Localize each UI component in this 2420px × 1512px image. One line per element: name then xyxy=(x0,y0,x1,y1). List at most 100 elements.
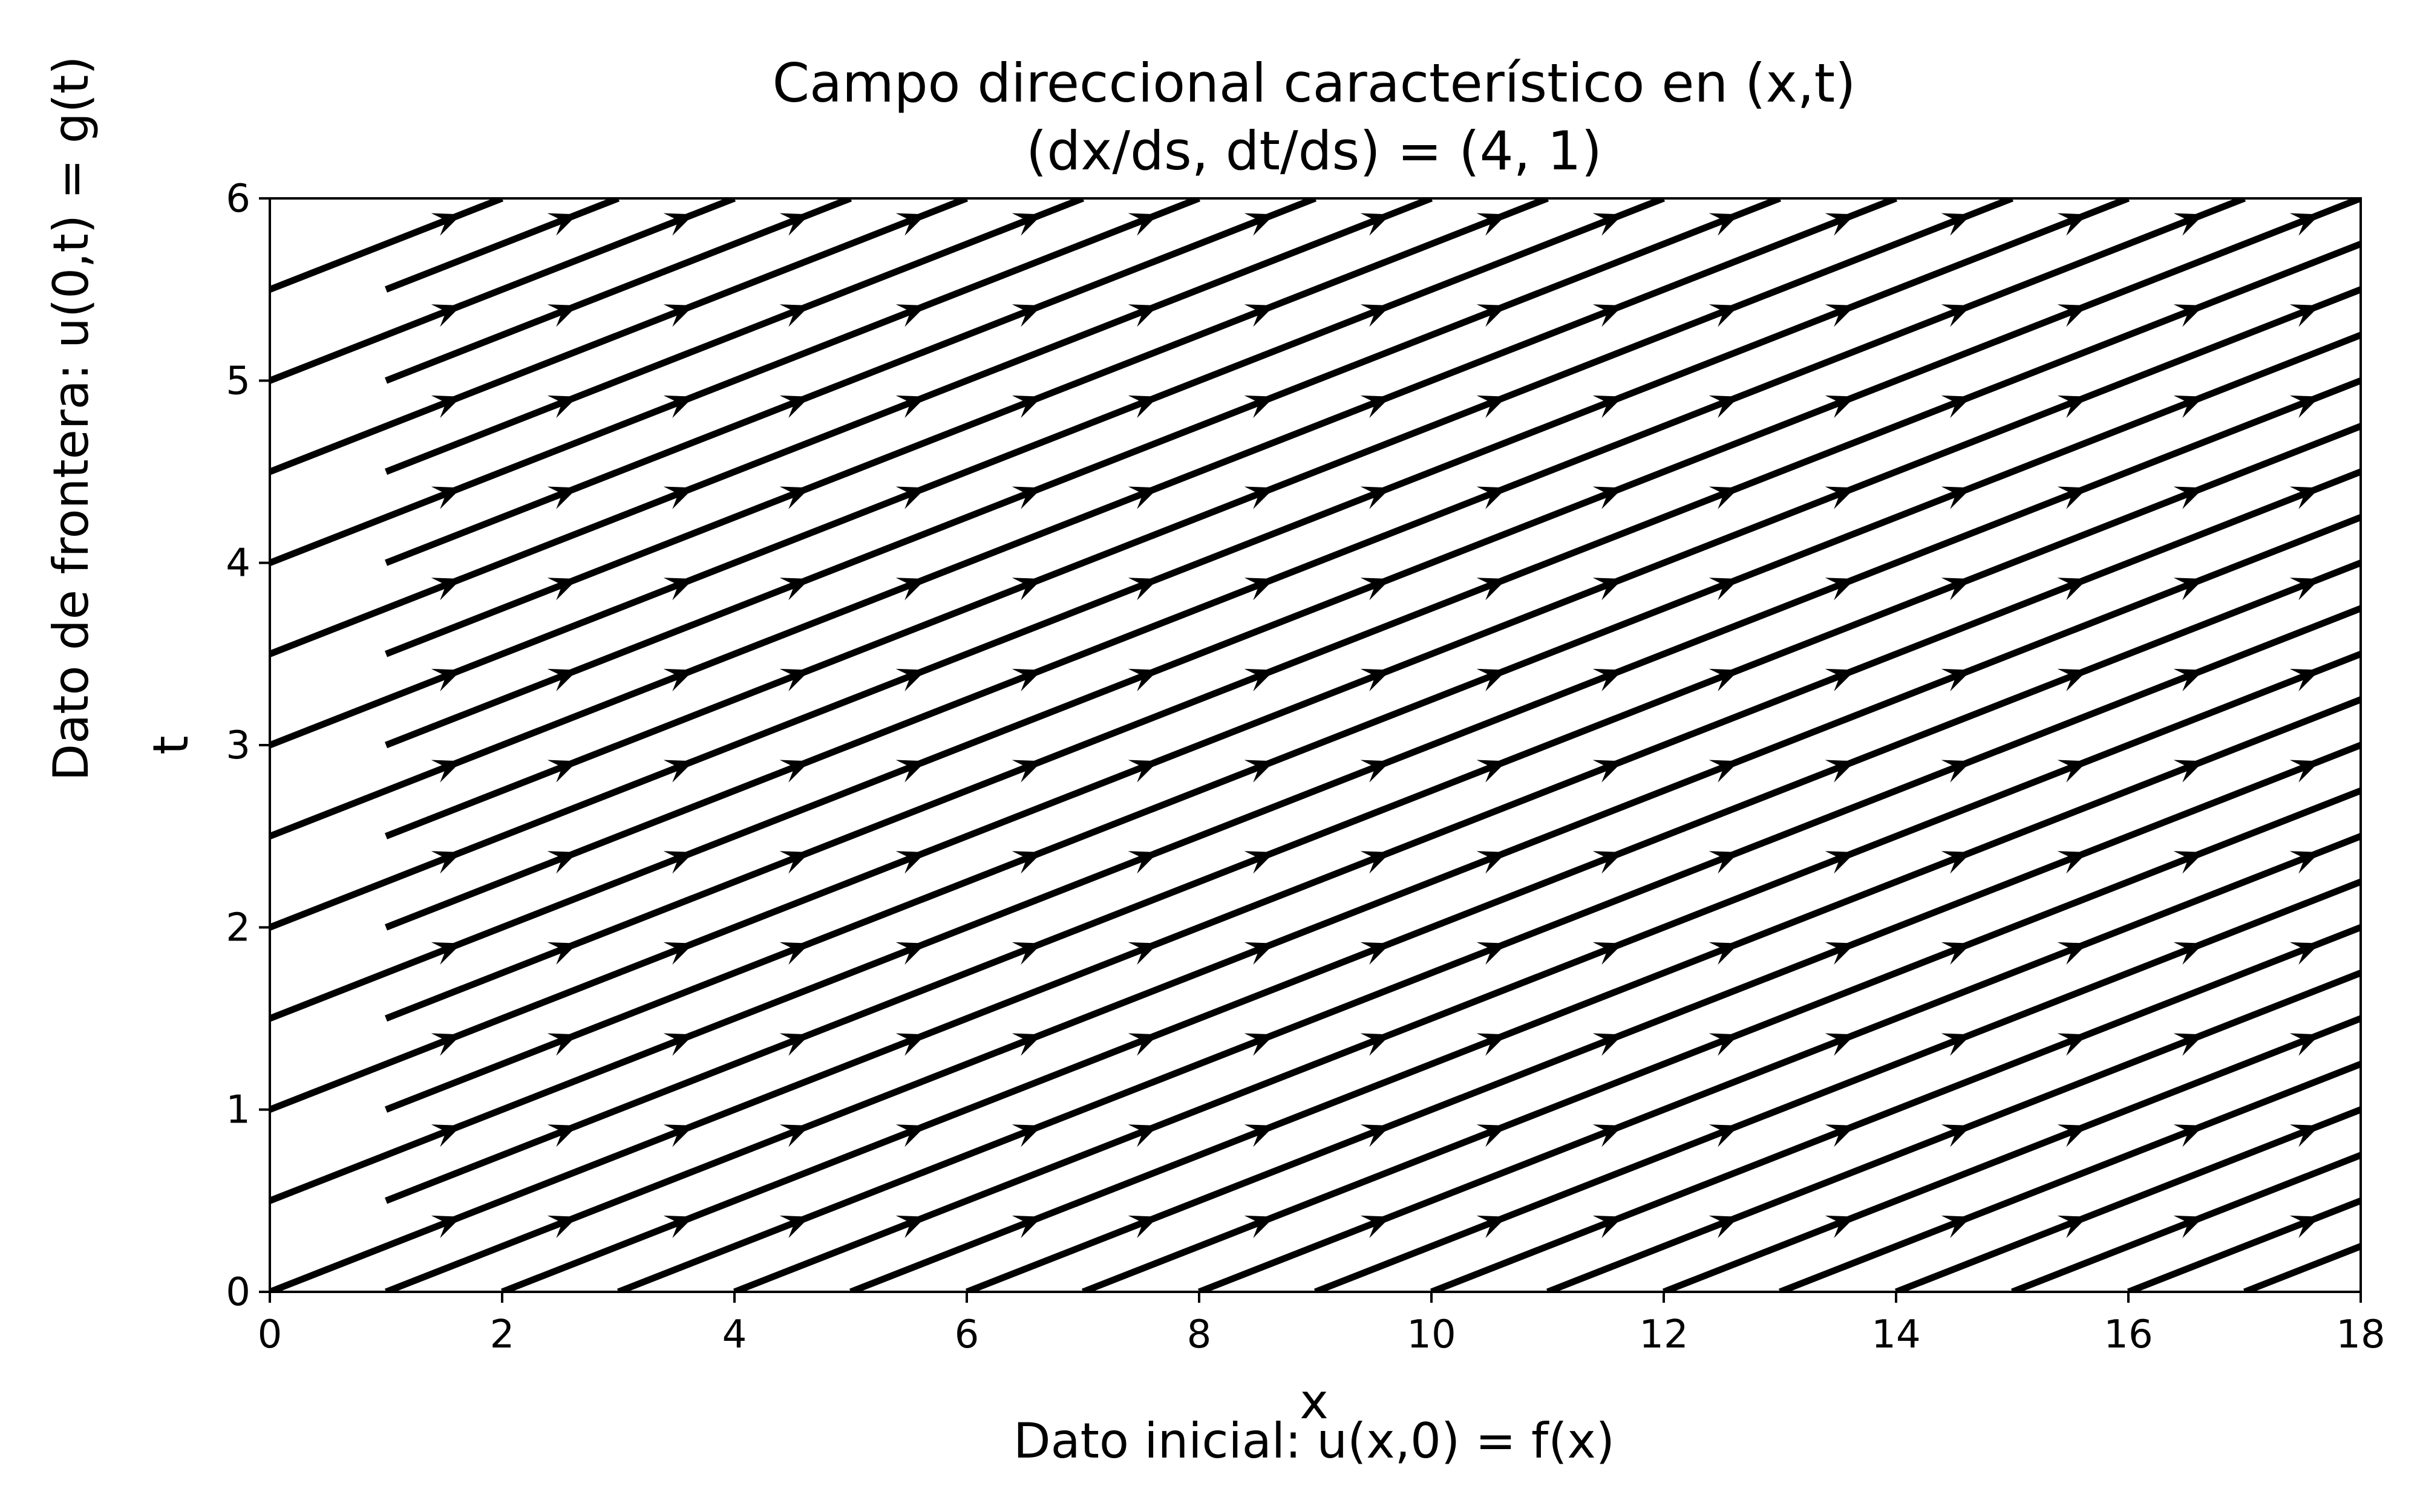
direction-arrow xyxy=(1128,486,1159,509)
direction-arrow xyxy=(895,395,926,419)
direction-arrow xyxy=(1709,1215,1739,1239)
direction-arrow xyxy=(547,395,578,419)
direction-arrow xyxy=(1360,1033,1391,1056)
direction-arrow xyxy=(431,395,462,419)
y-tick-label: 3 xyxy=(226,723,250,768)
direction-arrow xyxy=(663,1124,694,1147)
direction-arrow xyxy=(895,304,926,327)
direction-arrow xyxy=(431,851,462,874)
direction-arrow xyxy=(547,1215,578,1239)
y-tick-label: 0 xyxy=(226,1270,250,1315)
characteristic-line xyxy=(384,198,852,384)
direction-arrow xyxy=(1941,213,1972,236)
direction-arrow xyxy=(1941,760,1972,783)
direction-arrow xyxy=(1012,1124,1042,1147)
direction-arrow xyxy=(1825,1215,1856,1239)
direction-arrow xyxy=(1941,942,1972,965)
chart-subtitle: (dx/ds, dt/ds) = (4, 1) xyxy=(1026,120,1602,182)
direction-arrow xyxy=(1825,668,1856,692)
direction-arrow xyxy=(547,578,578,601)
direction-arrow xyxy=(663,851,694,874)
characteristic-line xyxy=(1778,1061,2361,1292)
characteristic-line xyxy=(965,741,2361,1292)
direction-arrow xyxy=(1709,578,1739,601)
direction-arrow xyxy=(2289,304,2320,327)
direction-arrow xyxy=(431,486,462,509)
characteristic-line xyxy=(849,696,2361,1292)
direction-arrow xyxy=(1128,1215,1159,1239)
direction-arrow xyxy=(2289,1215,2320,1239)
direction-arrow xyxy=(1941,668,1972,692)
direction-arrow xyxy=(1244,486,1275,509)
direction-arrow xyxy=(1360,668,1391,692)
direction-arrow xyxy=(547,1033,578,1056)
direction-arrow xyxy=(1012,304,1042,327)
x-tick-label: 2 xyxy=(490,1312,515,1357)
direction-arrow xyxy=(779,760,810,783)
direction-arrow xyxy=(1360,213,1391,236)
direction-arrow xyxy=(2057,851,2088,874)
direction-arrow xyxy=(1592,1215,1623,1239)
direction-arrow xyxy=(779,1124,810,1147)
y-tick-label: 6 xyxy=(226,177,250,221)
characteristic-line xyxy=(270,198,1898,839)
direction-arrow xyxy=(2173,668,2204,692)
direction-arrow xyxy=(1592,578,1623,601)
y-axis-ticks: 0 1 2 3 4 5 6 xyxy=(226,177,270,1315)
direction-arrow xyxy=(1012,1215,1042,1239)
direction-arrow xyxy=(1476,1033,1507,1056)
direction-arrow xyxy=(1476,1215,1507,1239)
direction-arrow xyxy=(547,1124,578,1147)
direction-arrow xyxy=(1592,851,1623,874)
direction-arrow xyxy=(1012,1033,1042,1056)
x-axis-ticks: 0 2 4 6 8 10 12 14 16 18 xyxy=(258,1292,2386,1357)
direction-arrow xyxy=(779,1033,810,1056)
characteristic-line xyxy=(500,559,2361,1292)
characteristic-line xyxy=(384,241,2361,1022)
characteristic-line xyxy=(270,198,2130,931)
direction-arrow xyxy=(2289,395,2320,419)
direction-arrow xyxy=(663,1215,694,1239)
direction-arrow xyxy=(547,486,578,509)
characteristic-line xyxy=(270,468,2361,1292)
direction-arrow xyxy=(779,851,810,874)
direction-arrow xyxy=(1360,304,1391,327)
direction-arrow xyxy=(779,578,810,601)
direction-arrow xyxy=(1128,213,1159,236)
direction-arrow xyxy=(1825,1124,1856,1147)
direction-arrow xyxy=(2289,760,2320,783)
direction-arrow xyxy=(1941,395,1972,419)
direction-arrow xyxy=(1128,304,1159,327)
characteristic-lines xyxy=(270,198,2361,1292)
direction-arrow xyxy=(1244,942,1275,965)
direction-arrow xyxy=(1941,304,1972,327)
characteristic-line xyxy=(1081,787,2361,1292)
y-tick-label: 5 xyxy=(226,359,250,403)
direction-arrow xyxy=(1825,578,1856,601)
direction-arrow xyxy=(1476,304,1507,327)
direction-arrow xyxy=(2057,304,2088,327)
direction-arrow xyxy=(1592,395,1623,419)
direction-arrow xyxy=(779,213,810,236)
direction-arrow xyxy=(663,213,694,236)
characteristic-line xyxy=(384,331,2361,1113)
direction-arrow xyxy=(1012,851,1042,874)
direction-arrow xyxy=(1476,395,1507,419)
direction-arrow xyxy=(1244,668,1275,692)
direction-arrow xyxy=(2057,395,2088,419)
direction-arrow xyxy=(1592,486,1623,509)
x-tick-label: 6 xyxy=(955,1312,979,1357)
direction-arrow xyxy=(2289,486,2320,509)
direction-arrow xyxy=(1244,213,1275,236)
characteristic-line xyxy=(384,198,1317,566)
direction-arrow xyxy=(1825,1033,1856,1056)
direction-arrow xyxy=(1592,760,1623,783)
characteristic-line xyxy=(384,198,2014,839)
direction-arrow xyxy=(895,1124,926,1147)
direction-arrow xyxy=(2173,942,2204,965)
direction-arrow xyxy=(1709,851,1739,874)
characteristic-line xyxy=(270,198,736,384)
direction-arrow xyxy=(1825,760,1856,783)
direction-arrow xyxy=(1360,942,1391,965)
direction-arrow xyxy=(2173,304,2204,327)
